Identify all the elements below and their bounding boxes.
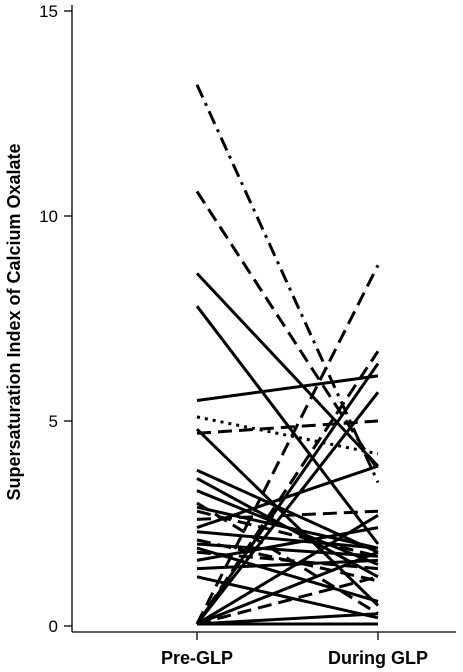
- series-line: [195, 305, 380, 545]
- series-line: [195, 428, 380, 607]
- series-line: [195, 362, 380, 625]
- x-tick-label: Pre-GLP: [161, 648, 233, 668]
- series-line: [196, 505, 379, 550]
- series-line: [196, 542, 379, 558]
- series-line: [196, 415, 379, 456]
- x-ticks: Pre-GLP During GLP: [161, 632, 428, 668]
- y-tick-label: 5: [49, 412, 58, 431]
- series-lines: [195, 84, 380, 626]
- series-line: [195, 264, 380, 625]
- series-line: [196, 612, 379, 626]
- y-tick-label: 15: [39, 2, 58, 21]
- series-line: [195, 272, 380, 468]
- y-tick-label: 10: [39, 207, 58, 226]
- series-line: [196, 501, 379, 615]
- series-line: [196, 464, 379, 530]
- series-line: [196, 514, 379, 626]
- series-line: [196, 419, 379, 435]
- y-axis-title: Supersaturation Index of Calcium Oxalate: [4, 143, 24, 500]
- series-line: [196, 546, 379, 603]
- series-line: [196, 550, 379, 626]
- series-line: [195, 391, 380, 625]
- y-ticks: 0 5 10 15: [39, 2, 72, 636]
- x-tick-label: During GLP: [328, 648, 428, 668]
- axes: [71, 5, 456, 633]
- series-line: [196, 575, 379, 626]
- series-line: [196, 374, 379, 402]
- series-line: [196, 530, 379, 550]
- y-tick-label: 0: [49, 617, 58, 636]
- series-line: [196, 468, 379, 554]
